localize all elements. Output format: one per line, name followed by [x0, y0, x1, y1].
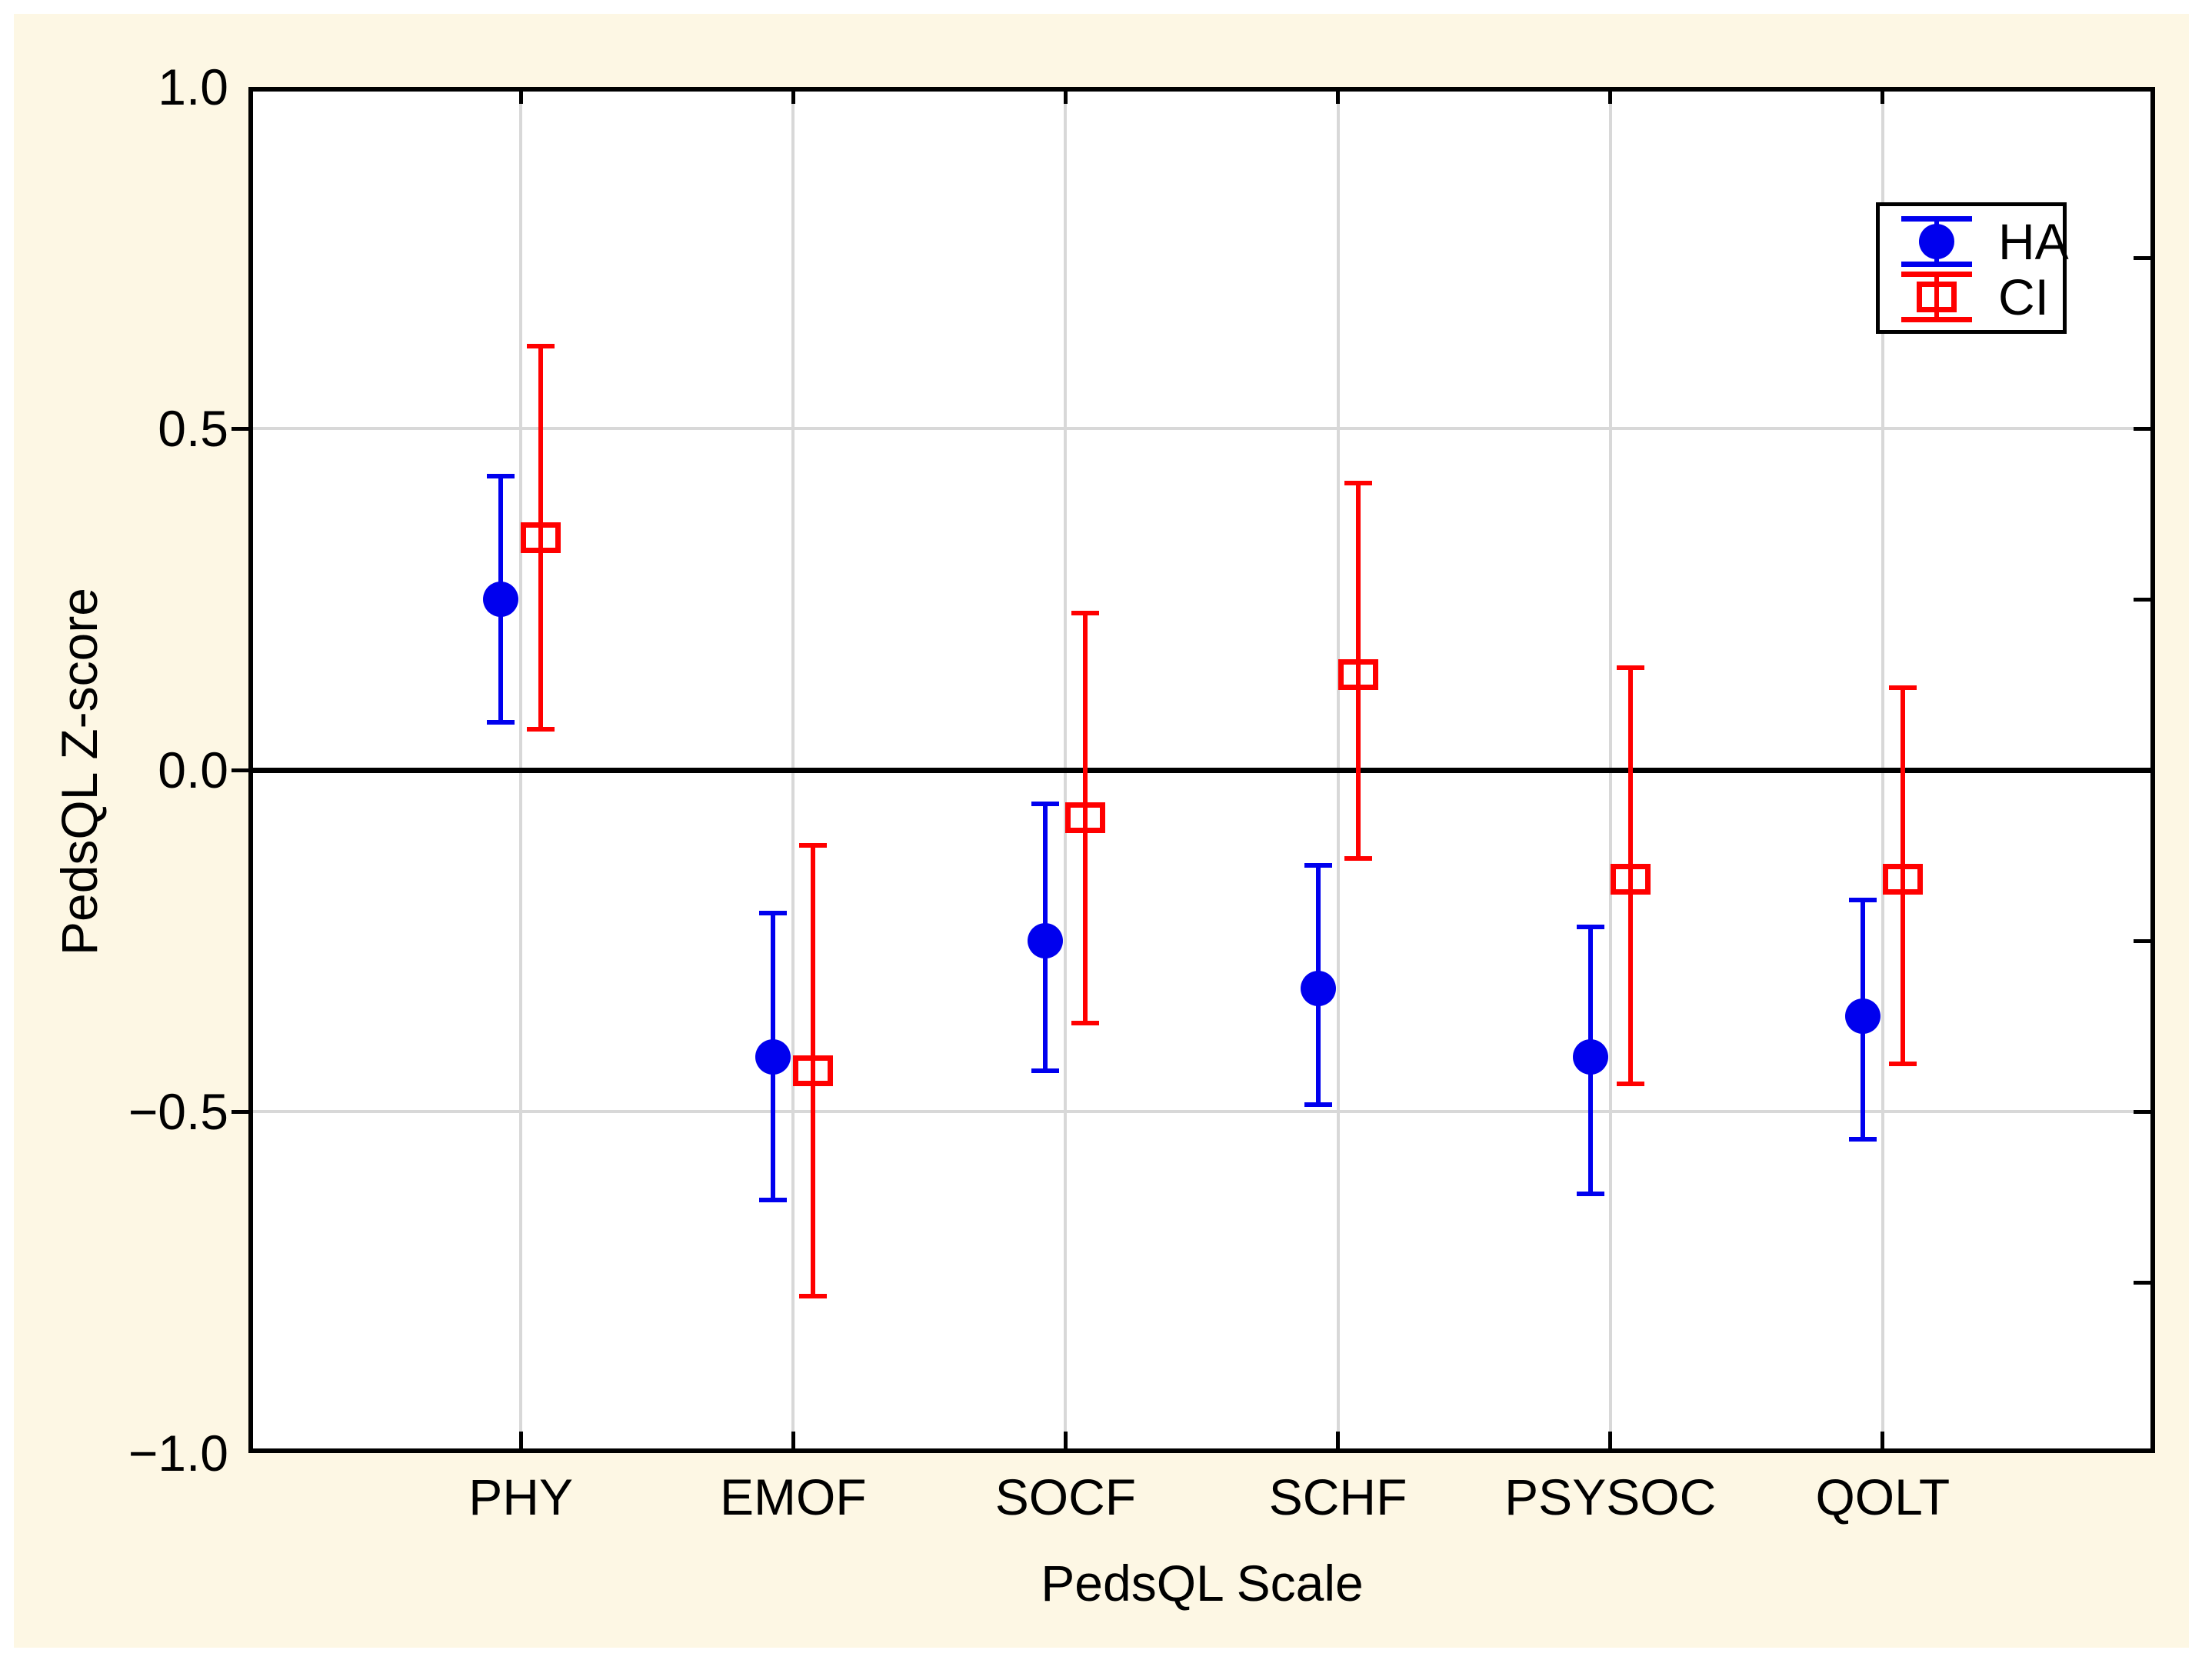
error-bar-stem-ci-psysoc: [1627, 667, 1633, 1085]
x-tick-top: [1608, 92, 1613, 104]
error-bar-stem-ci-schf: [1355, 483, 1361, 859]
legend-row-ci: CI: [1880, 269, 2063, 325]
x-tick-bottom: [1881, 1432, 1885, 1448]
error-bar-cap-low-ci-schf: [1344, 856, 1372, 862]
marker-circle-ha-schf: [1300, 971, 1336, 1007]
error-bar-cap-high-ci-psysoc: [1616, 665, 1644, 670]
error-bar-cap-low-ci-emof: [799, 1293, 828, 1298]
error-bar-cap-low-ha-schf: [1304, 1102, 1332, 1108]
y-tick-label: −1.0: [128, 1425, 228, 1482]
y-gridline: [253, 427, 2150, 430]
y-tick-right: [2134, 1109, 2150, 1114]
y-axis-title: PedsQL Z-score: [51, 587, 108, 956]
y-tick-right: [2134, 597, 2150, 602]
error-bar-cap-high-ha-psysoc: [1576, 925, 1604, 930]
marker-square-ci-qolt: [1882, 864, 1923, 895]
x-axis-title: PedsQL Scale: [1041, 1555, 1364, 1612]
marker-circle-ha-phy: [483, 582, 519, 617]
x-category-label: PHY: [468, 1468, 573, 1525]
zero-line: [253, 767, 2150, 773]
error-bar-cap-high-ci-schf: [1344, 481, 1372, 486]
x-category-label: PSYSOC: [1504, 1468, 1717, 1525]
y-tick-label: 1.0: [158, 58, 228, 115]
x-tick-bottom: [1063, 1432, 1068, 1448]
error-bar-stem-ci-emof: [811, 845, 816, 1296]
legend-row-ha: HA: [1880, 214, 2069, 269]
marker-square-ci-socf: [1065, 802, 1106, 834]
marker-square-ci-emof: [793, 1055, 834, 1086]
x-category-label: EMOF: [719, 1468, 867, 1525]
marker-square-ci-psysoc: [1610, 864, 1651, 895]
error-bar-cap-low-ha-psysoc: [1576, 1191, 1604, 1196]
legend-box: HA CI: [1876, 202, 2069, 334]
x-tick-top: [518, 92, 523, 104]
legend-label: CI: [1998, 268, 2049, 325]
error-bar-cap-high-ci-qolt: [1888, 685, 1917, 691]
error-bar-cap-low-ci-phy: [527, 726, 555, 732]
y-tick-right: [2134, 768, 2150, 772]
error-bar-cap-high-ci-socf: [1071, 610, 1100, 615]
x-category-label: QOLT: [1815, 1468, 1950, 1525]
error-bar-cap-low-ha-socf: [1031, 1068, 1060, 1073]
ci-square-symbol-icon: [1901, 272, 1972, 322]
marker-square-ci-schf: [1338, 658, 1378, 690]
error-bar-cap-high-ha-schf: [1304, 863, 1332, 868]
marker-circle-ha-emof: [755, 1038, 791, 1075]
error-bar-cap-low-ci-qolt: [1888, 1061, 1917, 1066]
error-bar-cap-high-ha-socf: [1031, 802, 1060, 807]
x-tick-top: [1336, 92, 1341, 104]
y-tick: [232, 768, 248, 772]
error-bar-cap-low-ha-qolt: [1848, 1136, 1877, 1142]
y-tick-label: 0.5: [158, 400, 228, 457]
y-tick-label: −0.5: [128, 1083, 228, 1140]
marker-circle-ha-psysoc: [1572, 1038, 1608, 1075]
error-bar-cap-high-ha-phy: [487, 474, 515, 479]
y-tick-right: [2134, 938, 2150, 943]
marker-square-ci-phy: [521, 522, 561, 554]
error-bar-stem-ci-socf: [1083, 612, 1088, 1023]
error-bar-cap-low-ha-emof: [759, 1198, 788, 1203]
error-bar-stem-ci-phy: [538, 346, 544, 729]
y-tick-right: [2134, 255, 2150, 260]
x-tick-top: [1881, 92, 1885, 104]
x-category-label: SOCF: [994, 1468, 1137, 1525]
error-bar-cap-low-ha-phy: [487, 719, 515, 725]
x-category-label: SCHF: [1268, 1468, 1407, 1525]
error-bar-cap-low-ci-socf: [1071, 1020, 1100, 1025]
legend-symbol-part: [1934, 287, 1939, 307]
legend-symbol-part: [1919, 224, 1954, 259]
error-bar-stem-ci-qolt: [1900, 688, 1905, 1064]
legend-label: HA: [1998, 213, 2069, 270]
error-bar-cap-low-ci-psysoc: [1616, 1082, 1644, 1087]
x-tick-top: [1063, 92, 1068, 104]
y-tick-label: 0.0: [158, 742, 228, 798]
x-tick-bottom: [1336, 1432, 1341, 1448]
x-tick-bottom: [1608, 1432, 1613, 1448]
y-tick: [232, 1109, 248, 1114]
y-gridline: [253, 1110, 2150, 1113]
error-bar-cap-high-ci-phy: [527, 344, 555, 349]
marker-circle-ha-socf: [1028, 923, 1064, 958]
x-tick-top: [791, 92, 795, 104]
error-bar-cap-high-ci-emof: [799, 842, 828, 848]
y-tick: [232, 426, 248, 431]
error-bar-cap-high-ha-qolt: [1848, 897, 1877, 902]
y-tick-right: [2134, 1280, 2150, 1285]
marker-circle-ha-qolt: [1844, 998, 1881, 1034]
y-tick-right: [2134, 426, 2150, 431]
x-tick-bottom: [791, 1432, 795, 1448]
error-bar-cap-high-ha-emof: [759, 911, 788, 916]
ha-circle-symbol-icon: [1901, 216, 1972, 267]
x-tick-bottom: [518, 1432, 523, 1448]
